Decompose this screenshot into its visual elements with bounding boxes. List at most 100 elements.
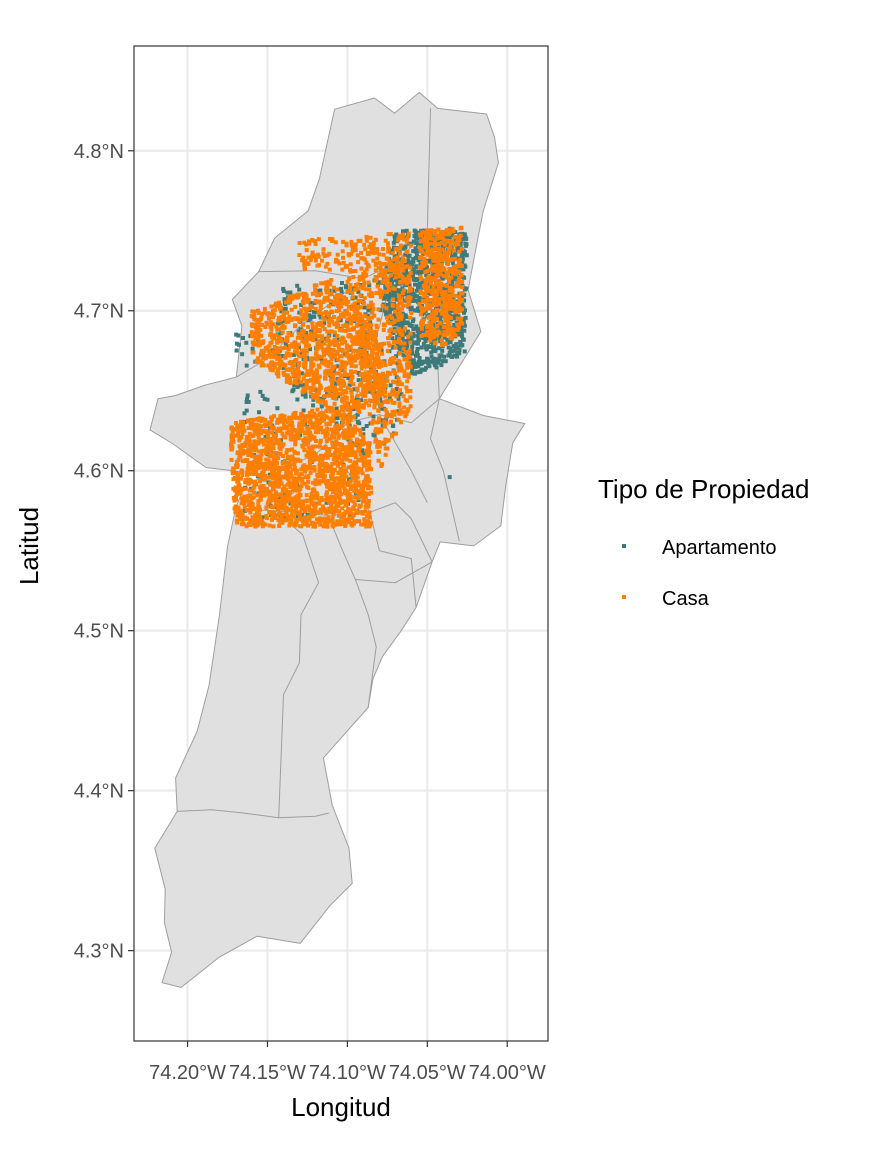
point-casa	[305, 335, 310, 340]
point-casa	[337, 433, 342, 438]
point-apartamento	[462, 323, 467, 328]
point-apartamento	[234, 341, 239, 346]
point-casa	[349, 354, 354, 359]
point-casa	[408, 265, 413, 270]
point-casa	[256, 519, 260, 524]
point-apartamento	[445, 340, 450, 345]
point-casa	[450, 289, 455, 294]
point-casa	[269, 304, 274, 309]
point-casa	[303, 436, 308, 441]
point-casa	[296, 370, 301, 374]
point-casa	[346, 407, 351, 412]
point-casa	[340, 363, 345, 368]
point-casa	[343, 428, 348, 433]
point-casa	[259, 317, 263, 322]
point-casa	[381, 270, 386, 275]
point-casa	[330, 462, 335, 466]
point-casa	[325, 427, 330, 431]
point-casa	[250, 340, 255, 345]
point-casa	[386, 438, 391, 443]
point-casa	[368, 235, 373, 240]
point-apartamento	[416, 360, 421, 364]
point-casa	[357, 342, 361, 347]
point-casa	[354, 485, 359, 490]
point-casa	[443, 253, 448, 258]
point-apartamento	[415, 306, 420, 311]
point-casa	[272, 460, 277, 465]
point-casa	[381, 322, 386, 327]
point-casa	[315, 322, 320, 327]
point-casa	[327, 279, 332, 284]
point-casa	[447, 321, 452, 326]
point-casa	[426, 285, 431, 290]
point-casa	[241, 424, 246, 429]
point-casa	[285, 462, 290, 467]
point-apartamento	[428, 245, 433, 250]
point-casa	[348, 409, 353, 414]
point-casa	[375, 430, 380, 435]
point-casa	[380, 247, 385, 251]
point-casa	[272, 365, 277, 370]
point-casa	[408, 395, 413, 400]
point-casa	[312, 457, 317, 462]
point-casa	[390, 321, 395, 326]
point-casa	[347, 312, 352, 317]
point-casa	[315, 334, 320, 339]
point-casa	[426, 288, 431, 293]
point-casa	[261, 355, 266, 360]
point-casa	[379, 363, 384, 368]
point-casa	[317, 468, 322, 473]
point-casa	[314, 391, 319, 396]
point-casa	[373, 362, 378, 367]
point-casa	[422, 237, 427, 242]
point-casa	[249, 521, 254, 526]
point-casa	[231, 495, 236, 500]
point-casa	[432, 295, 437, 300]
point-casa	[275, 461, 279, 466]
point-casa	[359, 366, 364, 371]
point-casa	[241, 522, 246, 527]
point-casa	[294, 518, 299, 523]
point-casa	[439, 290, 444, 295]
point-casa	[400, 368, 405, 373]
point-casa	[252, 317, 257, 322]
point-casa	[363, 393, 368, 398]
point-casa	[391, 392, 396, 397]
point-casa	[398, 408, 403, 413]
point-apartamento	[400, 286, 405, 291]
point-casa	[329, 388, 334, 393]
point-casa	[346, 299, 351, 304]
point-casa	[363, 363, 368, 368]
point-apartamento	[355, 420, 360, 425]
point-casa	[319, 457, 324, 462]
point-casa	[366, 329, 371, 334]
point-casa	[419, 334, 424, 338]
point-casa	[240, 486, 245, 491]
point-casa	[331, 490, 335, 494]
point-casa	[255, 432, 260, 437]
point-apartamento	[309, 329, 314, 334]
point-casa	[346, 252, 351, 257]
point-apartamento	[298, 383, 303, 388]
point-apartamento	[452, 348, 457, 353]
point-casa	[426, 274, 431, 279]
point-casa	[433, 238, 437, 243]
point-casa	[313, 507, 318, 512]
point-casa	[341, 482, 346, 487]
point-casa	[276, 470, 281, 475]
point-apartamento	[432, 346, 436, 351]
point-casa	[301, 438, 306, 443]
point-casa	[457, 269, 462, 274]
point-casa	[326, 454, 331, 459]
point-casa	[348, 321, 353, 326]
point-casa	[452, 248, 457, 253]
point-casa	[237, 444, 242, 449]
point-casa	[406, 375, 411, 380]
point-casa	[337, 348, 342, 353]
point-casa	[385, 378, 390, 383]
point-casa	[326, 360, 331, 364]
point-casa	[317, 413, 322, 418]
point-casa	[368, 522, 373, 527]
point-casa	[280, 454, 285, 458]
point-casa	[369, 328, 374, 333]
